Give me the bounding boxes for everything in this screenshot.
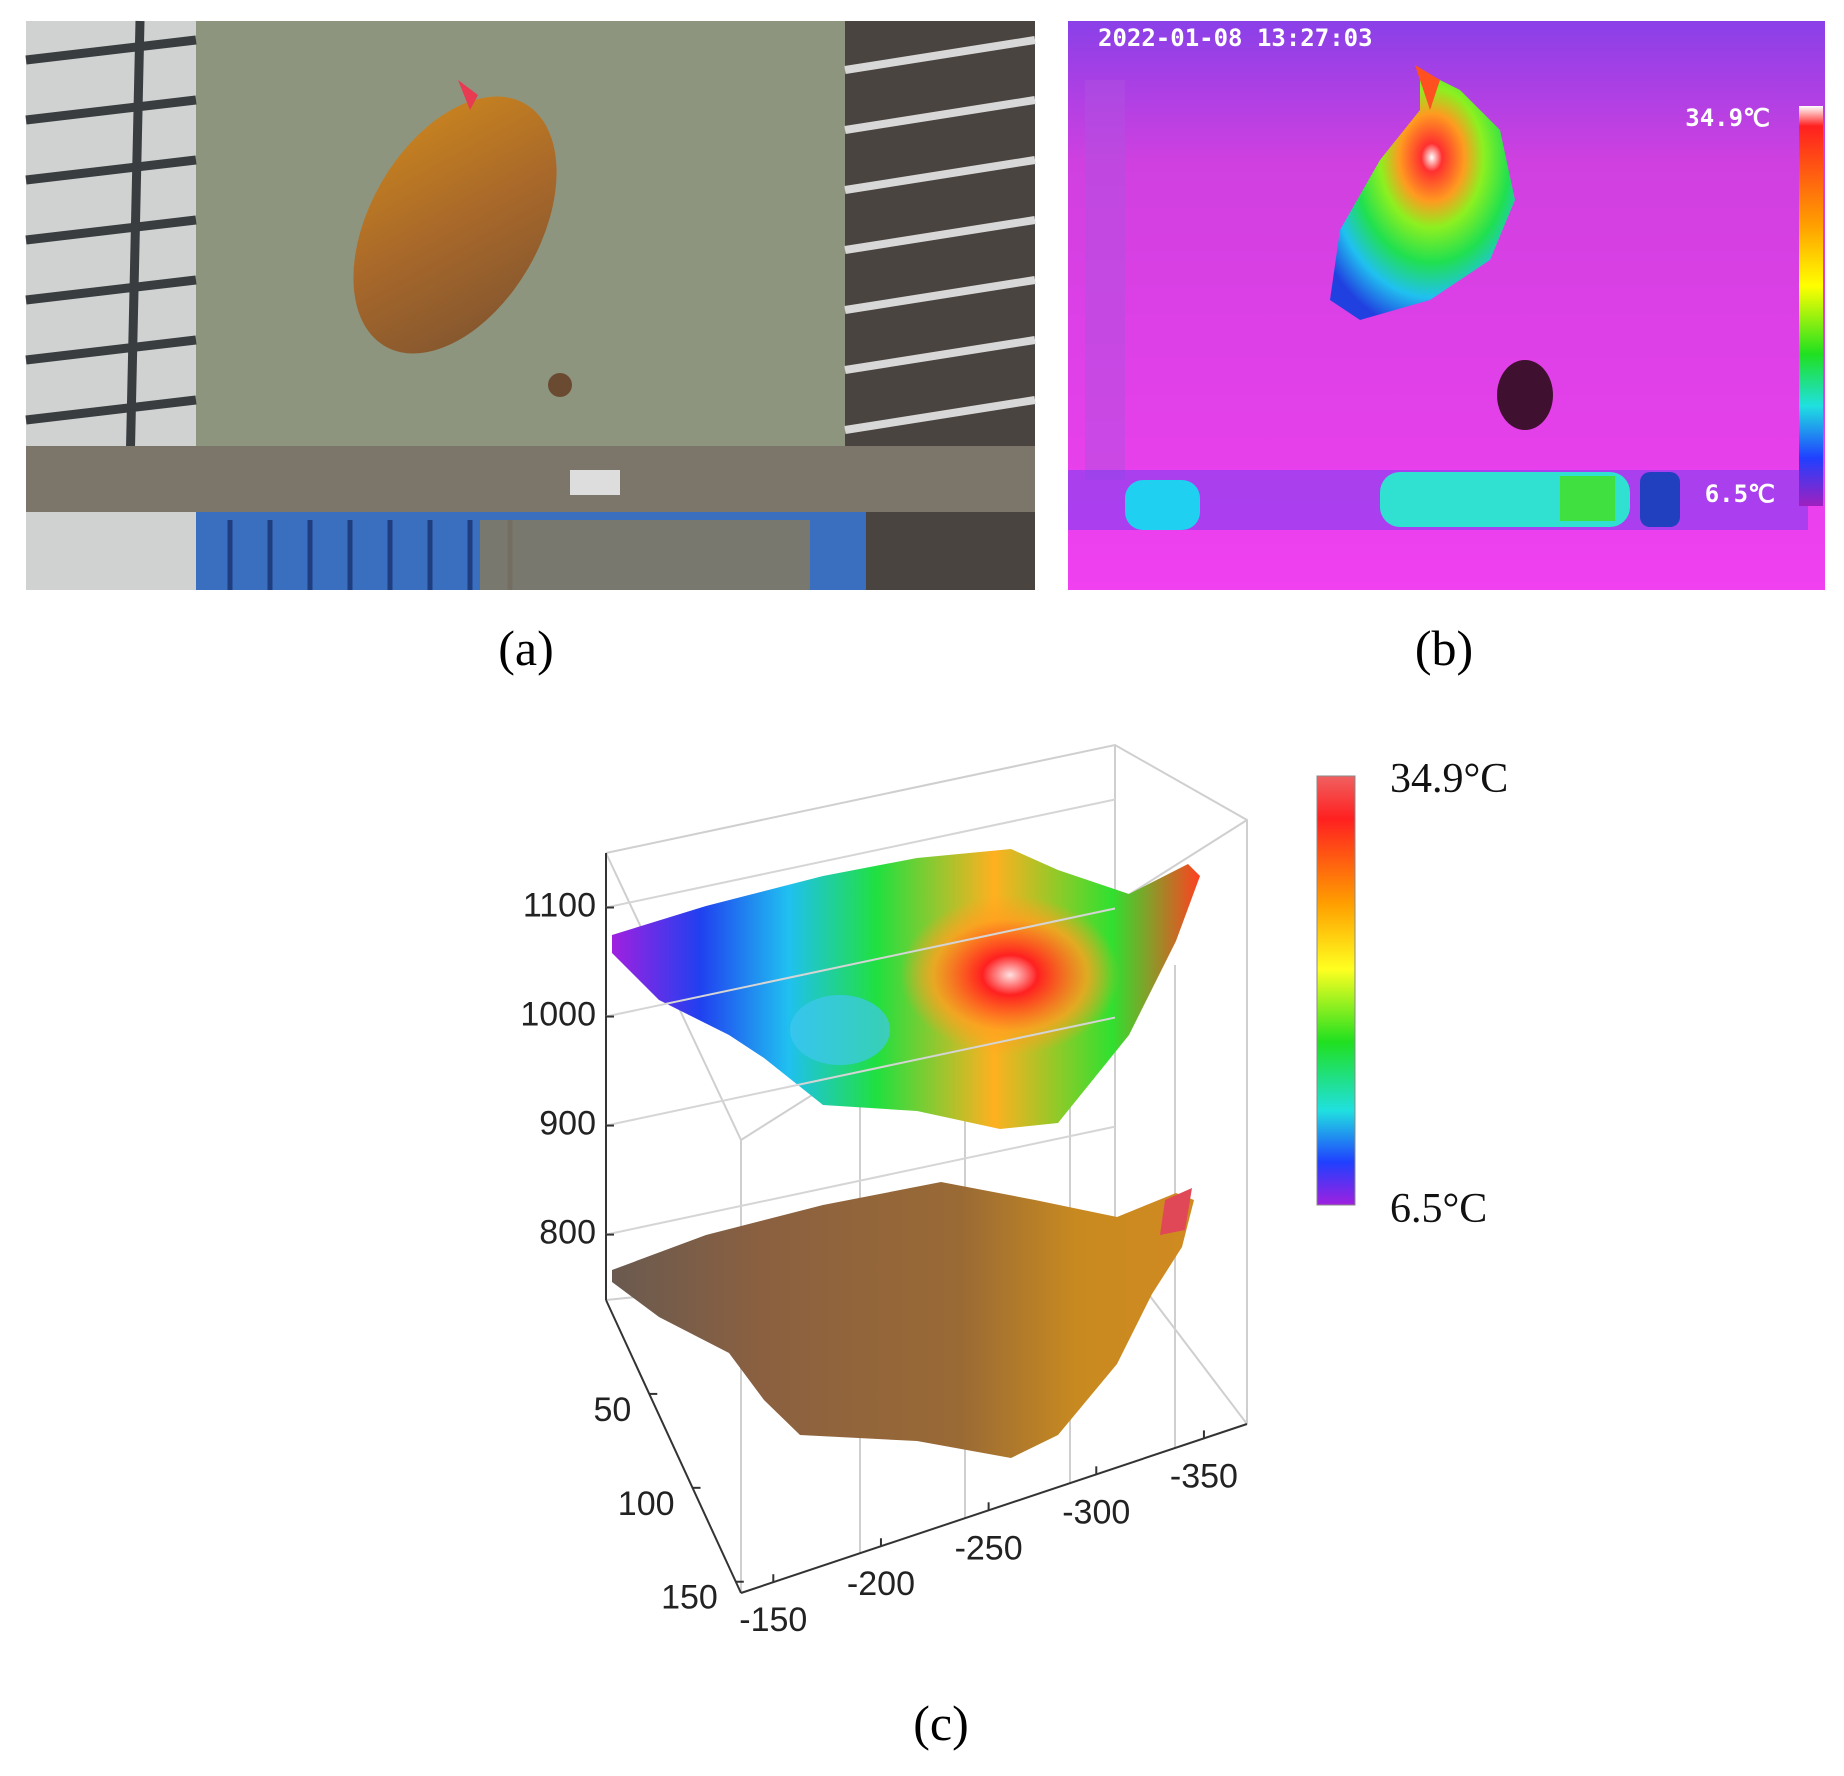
x-tick-label: -250 [955, 1529, 1023, 1567]
scale-min: 6.5℃ [1705, 480, 1775, 508]
x-tick-label: -300 [1062, 1493, 1130, 1531]
scale-max: 34.9℃ [1685, 104, 1770, 132]
photo-rgb [25, 20, 1036, 590]
point-cloud-thermal [612, 849, 1200, 1129]
x-axis [740, 1423, 1248, 1594]
panel-label: (a) [498, 620, 554, 676]
axes [605, 853, 1248, 1594]
grid-line [605, 907, 1116, 1018]
colorbar-min: 6.5°C [1390, 1186, 1487, 1232]
x-tick-label: -200 [847, 1565, 915, 1603]
z-tick-label: 800 [539, 1214, 596, 1252]
timestamp: 2022-01-08 13:27:03 [1098, 24, 1373, 52]
x-tick-label: -350 [1170, 1457, 1238, 1495]
photo-thermal [1068, 21, 1825, 590]
grid-line [605, 798, 1116, 909]
z-tick-label: 1000 [520, 996, 596, 1034]
colorbar [1316, 775, 1356, 1206]
y-tick-label: 50 [593, 1391, 631, 1429]
y-tick-label: 100 [618, 1485, 675, 1523]
colorbar-max: 34.9°C [1390, 756, 1508, 802]
grid-line [605, 1125, 1116, 1236]
grid-line [605, 1016, 1116, 1127]
panel-label: (b) [1415, 620, 1473, 676]
point-cloud-rgb [612, 1182, 1194, 1458]
x-tick-label: -150 [739, 1601, 807, 1639]
panel-label: (c) [913, 1695, 969, 1751]
z-tick-label: 1100 [523, 886, 596, 924]
y-tick-label: 150 [661, 1579, 718, 1617]
y-axis [605, 1299, 742, 1594]
z-tick-label: 900 [539, 1105, 596, 1143]
